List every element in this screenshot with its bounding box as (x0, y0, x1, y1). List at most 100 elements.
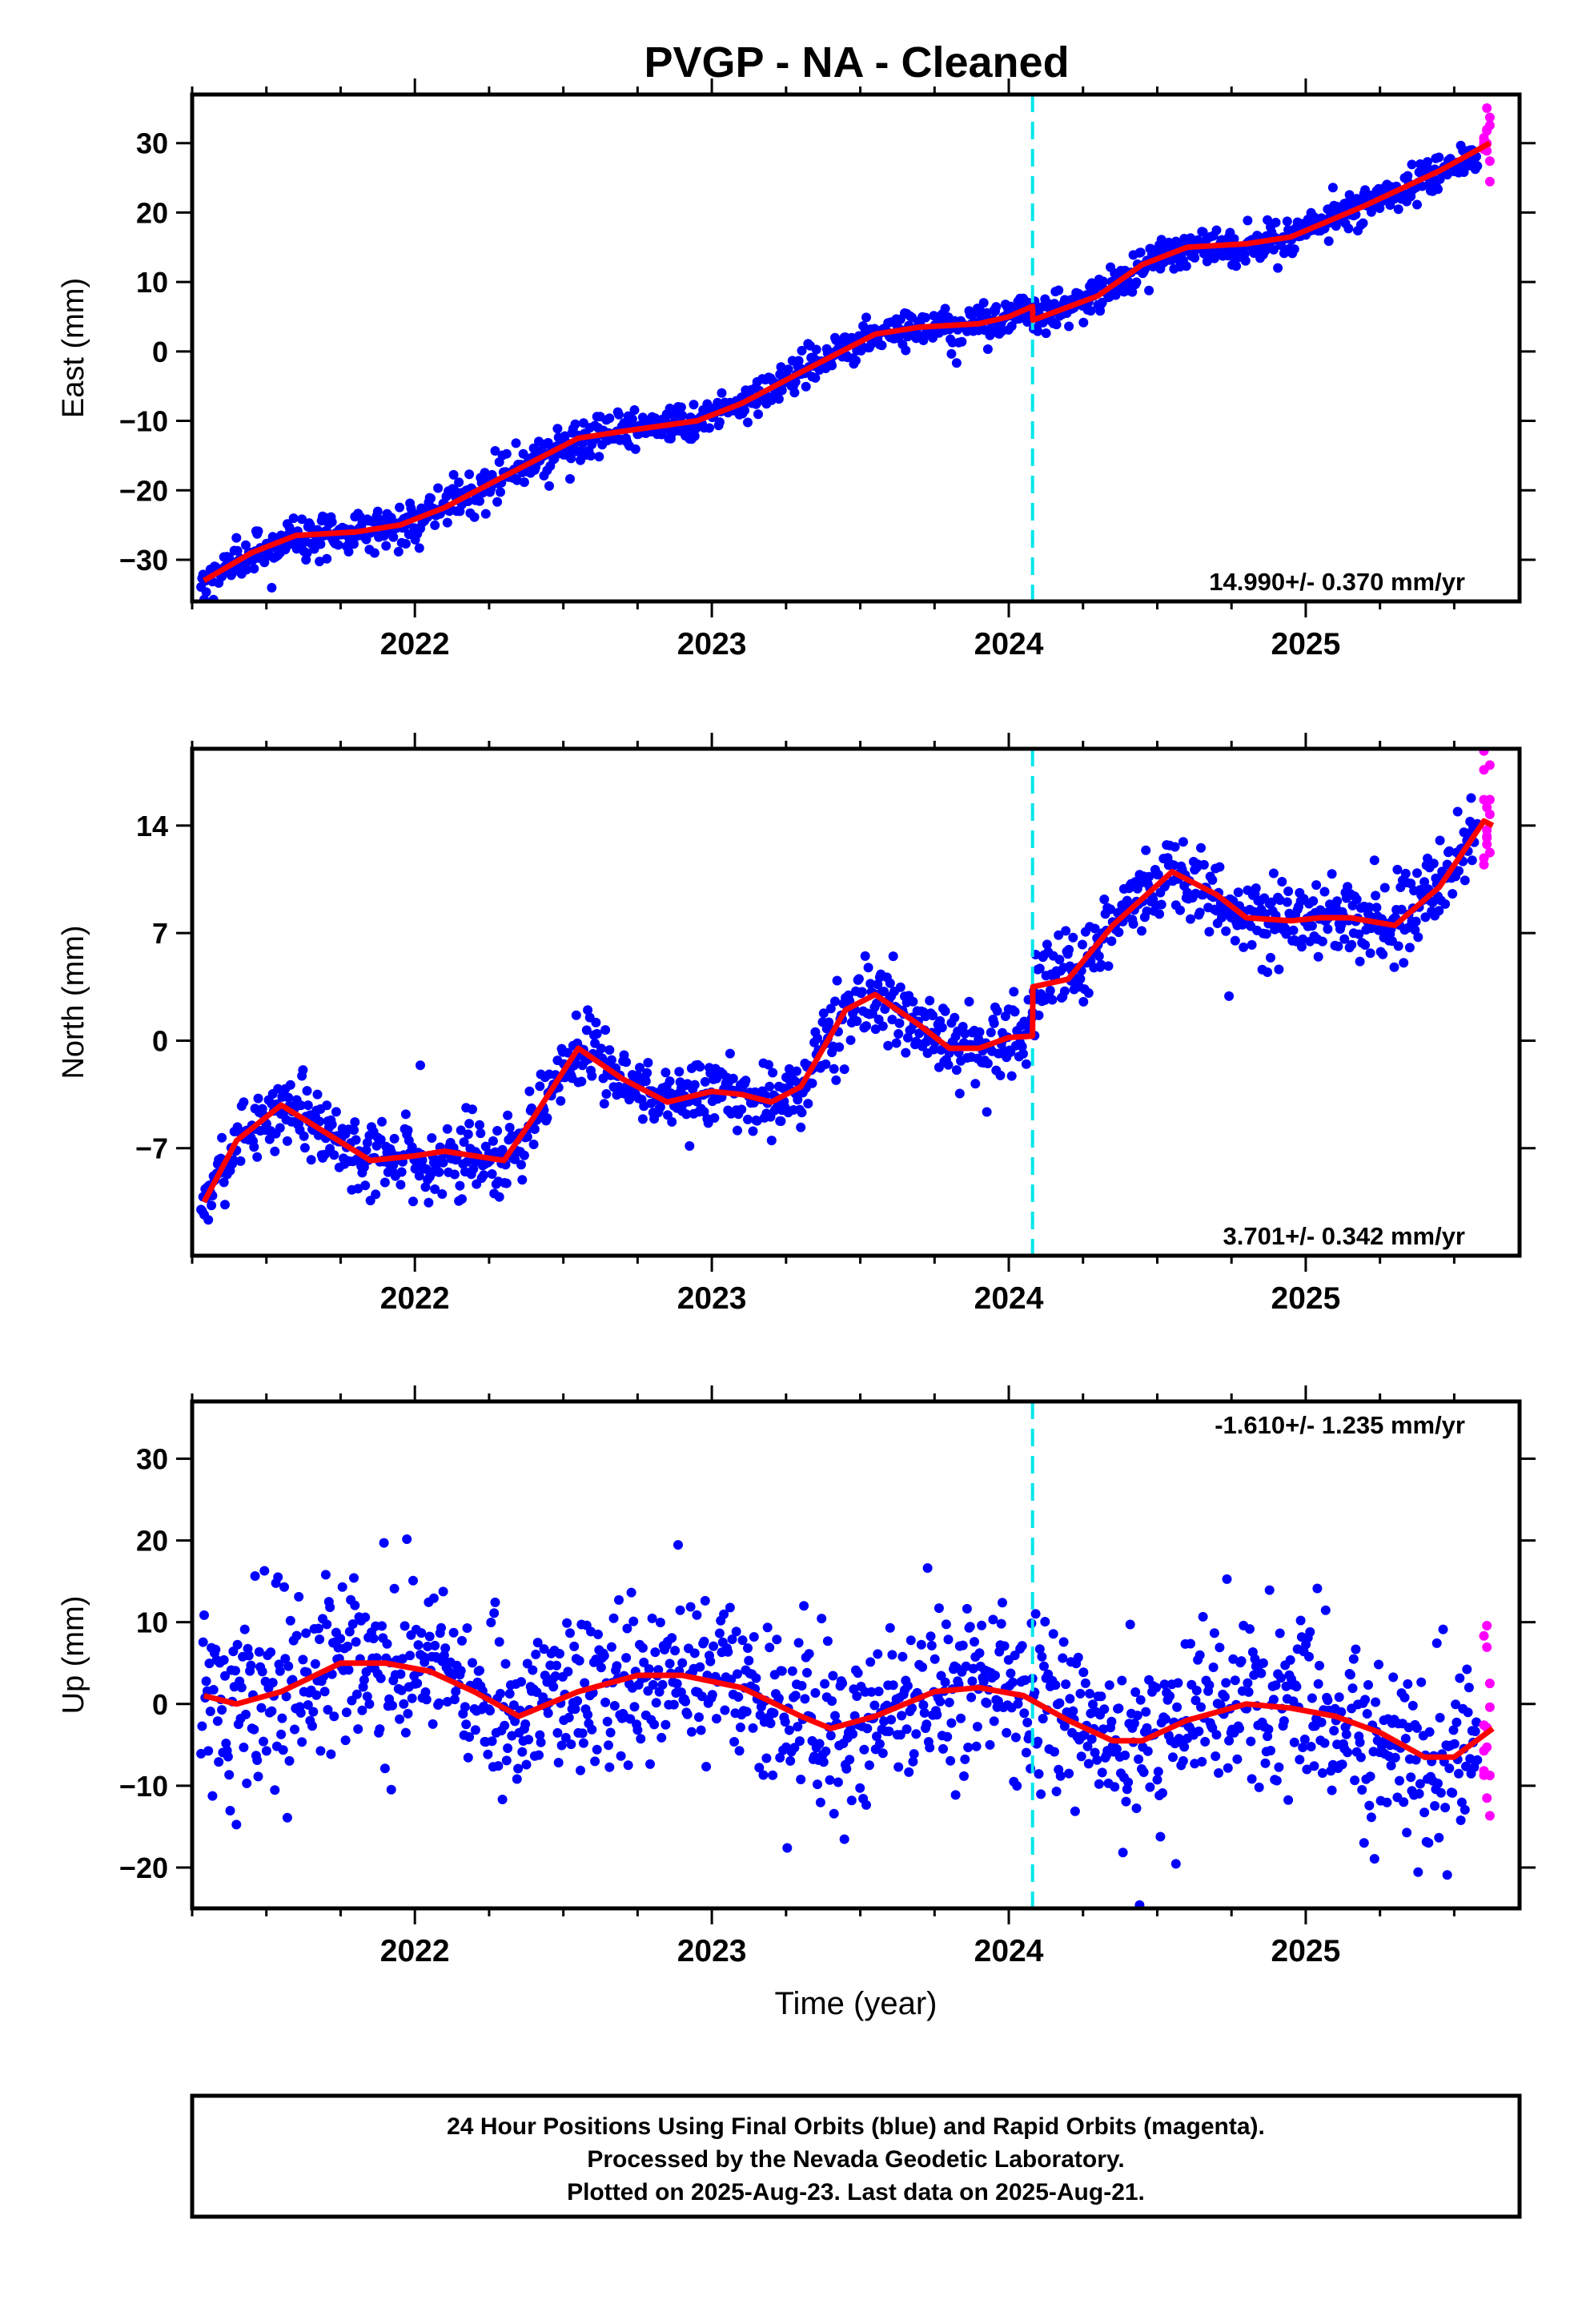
up-point (212, 1716, 223, 1727)
north-point (807, 1078, 817, 1088)
up-point (758, 1770, 769, 1780)
up-point (389, 1583, 400, 1594)
up-point (1050, 1747, 1059, 1757)
east-point (343, 546, 354, 557)
north-point (420, 1182, 431, 1192)
north-point (1054, 955, 1065, 965)
up-rapid-point (1479, 1770, 1489, 1780)
east-point (630, 444, 640, 454)
up-point (1080, 1678, 1090, 1688)
up-point (280, 1654, 291, 1664)
up-point (211, 1644, 221, 1655)
up-point (552, 1727, 563, 1738)
east-point (1198, 227, 1208, 237)
up-point (727, 1634, 737, 1644)
up-point (1125, 1619, 1135, 1630)
up-point (1271, 1680, 1281, 1691)
up-point (1036, 1789, 1046, 1799)
up-point (1315, 1660, 1324, 1671)
north-point (349, 1125, 359, 1136)
up-point (1302, 1764, 1312, 1775)
up-point (977, 1620, 987, 1630)
east-point (259, 557, 270, 568)
north-point (1282, 897, 1292, 907)
up-point (1211, 1751, 1221, 1761)
east-point (1243, 215, 1253, 226)
up-point (1110, 1782, 1120, 1792)
north-point (1045, 985, 1055, 995)
up-point (1232, 1754, 1243, 1764)
up-point (1040, 1617, 1050, 1626)
up-point (249, 1724, 259, 1735)
east-point (978, 298, 989, 308)
north-point (813, 1033, 822, 1043)
north-point (1142, 906, 1152, 916)
north-point (299, 1143, 310, 1153)
up-point (349, 1573, 359, 1583)
north-rapid-point (1479, 859, 1489, 870)
up-point (1106, 1716, 1117, 1727)
up-point (219, 1655, 229, 1665)
up-point (869, 1700, 880, 1711)
up-point (1448, 1725, 1459, 1735)
north-point (989, 1018, 999, 1028)
east-point (705, 423, 714, 433)
up-point (565, 1628, 575, 1638)
north-point (1339, 934, 1350, 944)
up-point (524, 1735, 534, 1745)
up-point (413, 1640, 424, 1651)
north-point (252, 1152, 263, 1162)
north-point (709, 1113, 720, 1123)
north-point (637, 1114, 648, 1124)
north-point (377, 1116, 387, 1127)
east-point (1283, 225, 1294, 235)
up-point (1285, 1655, 1295, 1665)
north-point (700, 1076, 710, 1087)
north-point (581, 1025, 592, 1035)
north-point (1068, 932, 1078, 943)
up-point (577, 1728, 588, 1739)
up-point (685, 1602, 696, 1612)
up-point (1460, 1804, 1470, 1815)
east-point (201, 587, 211, 597)
up-point (489, 1608, 500, 1618)
up-point (1320, 1605, 1331, 1615)
north-point (487, 1169, 497, 1179)
up-point (197, 1721, 207, 1731)
north-point (331, 1107, 341, 1117)
up-point (1258, 1658, 1268, 1668)
up-point (1351, 1644, 1361, 1655)
up-point (590, 1756, 600, 1767)
up-point (970, 1637, 979, 1647)
up-point (653, 1665, 664, 1675)
north-point (895, 982, 905, 992)
up-point (1204, 1680, 1215, 1691)
east-point (327, 517, 337, 527)
north-point (1283, 887, 1294, 896)
north-point (375, 1135, 386, 1145)
up-point (308, 1707, 319, 1717)
north-point (1090, 923, 1100, 934)
north-point (728, 1073, 738, 1084)
up-point (1399, 1692, 1410, 1703)
up-point (442, 1697, 452, 1707)
east-point (1086, 306, 1096, 316)
up-point (1430, 1801, 1440, 1811)
north-point (951, 1065, 962, 1076)
north-point (765, 1081, 775, 1092)
north-point (893, 1029, 904, 1039)
up-y-tick-label: 0 (152, 1688, 168, 1721)
up-point (438, 1586, 448, 1597)
up-point (604, 1740, 613, 1751)
up-point (930, 1654, 940, 1664)
east-point (372, 506, 383, 517)
up-point (963, 1743, 974, 1752)
east-point (777, 385, 787, 396)
up-point (1050, 1680, 1061, 1691)
north-point (408, 1196, 418, 1207)
north-point (329, 1150, 339, 1160)
up-point (626, 1587, 636, 1598)
up-point (319, 1687, 330, 1697)
up-point (267, 1706, 277, 1716)
